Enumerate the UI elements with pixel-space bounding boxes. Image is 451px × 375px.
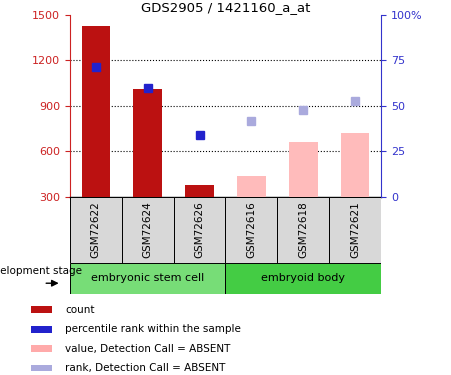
Title: GDS2905 / 1421160_a_at: GDS2905 / 1421160_a_at: [141, 1, 310, 14]
Text: GSM72624: GSM72624: [143, 201, 153, 258]
Bar: [133, 89, 162, 197]
Text: GSM72621: GSM72621: [350, 201, 360, 258]
Text: GSM72622: GSM72622: [91, 201, 101, 258]
Text: embryonic stem cell: embryonic stem cell: [91, 273, 204, 284]
Bar: [174, 197, 226, 262]
Text: GSM72626: GSM72626: [194, 201, 205, 258]
Bar: [341, 133, 369, 197]
Bar: [289, 142, 318, 197]
Text: rank, Detection Call = ABSENT: rank, Detection Call = ABSENT: [65, 363, 226, 373]
Text: development stage: development stage: [0, 266, 82, 276]
Bar: [70, 262, 226, 294]
Text: GSM72618: GSM72618: [298, 201, 308, 258]
Text: value, Detection Call = ABSENT: value, Detection Call = ABSENT: [65, 344, 230, 354]
Bar: [185, 185, 214, 197]
Bar: [31, 326, 52, 333]
Bar: [70, 197, 122, 262]
Text: GSM72616: GSM72616: [246, 201, 257, 258]
Bar: [31, 365, 52, 372]
Text: percentile rank within the sample: percentile rank within the sample: [65, 324, 241, 334]
Bar: [122, 197, 174, 262]
Bar: [237, 176, 266, 197]
Text: count: count: [65, 305, 95, 315]
Bar: [226, 197, 277, 262]
Bar: [31, 345, 52, 352]
Bar: [82, 26, 110, 197]
Bar: [226, 262, 381, 294]
Text: embryoid body: embryoid body: [261, 273, 345, 284]
Bar: [277, 197, 329, 262]
Bar: [31, 306, 52, 313]
Bar: [329, 197, 381, 262]
